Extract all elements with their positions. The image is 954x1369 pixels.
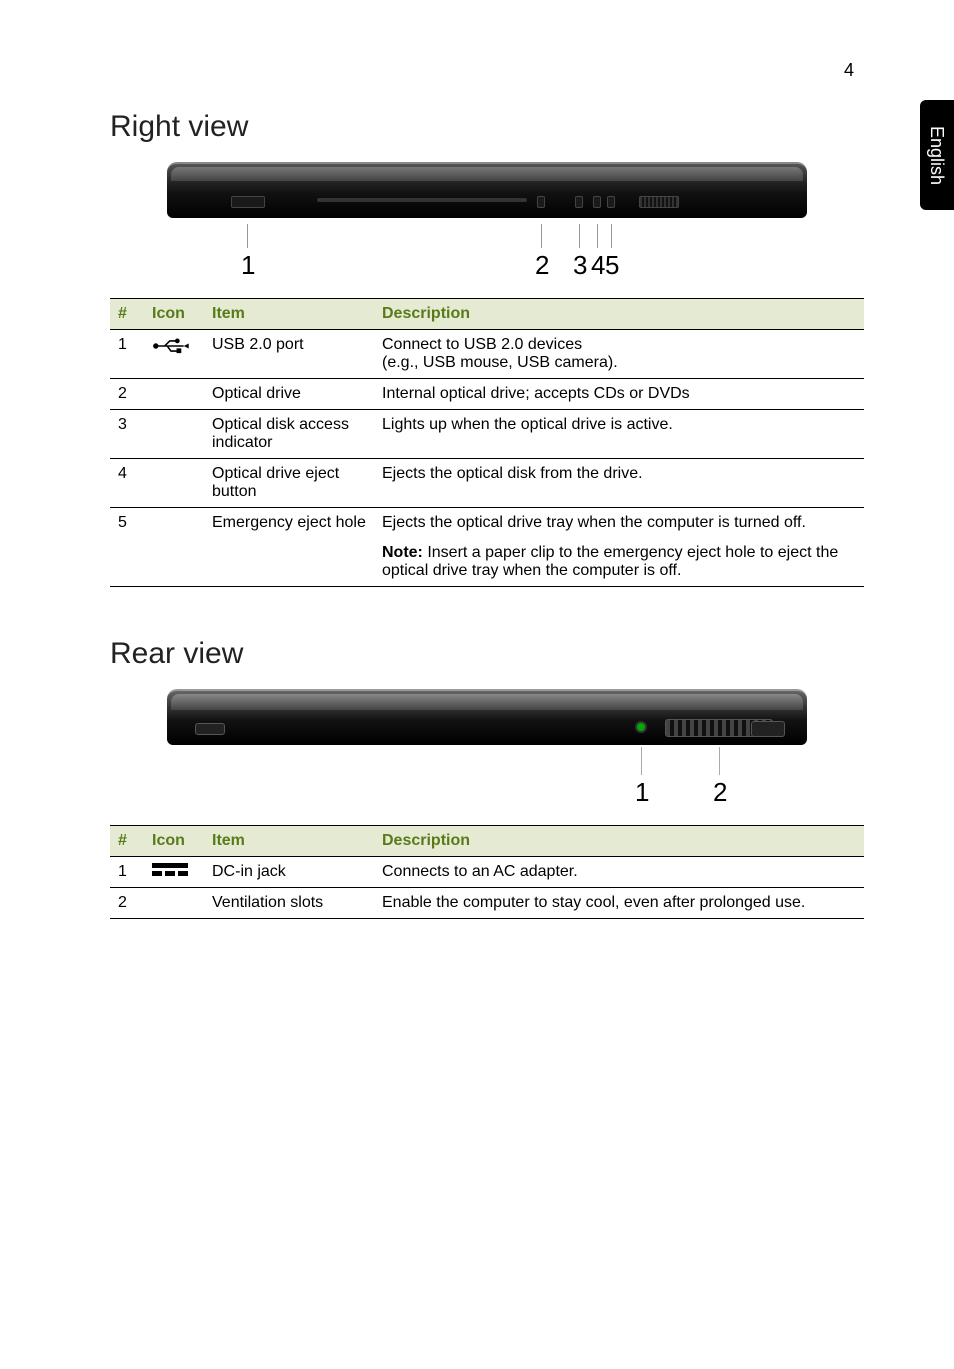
cell-icon [144, 857, 204, 888]
rear-callout-1: 1 [635, 777, 649, 808]
cell-desc: Connect to USB 2.0 devices (e.g., USB mo… [374, 330, 864, 379]
right-view-heading: Right view [110, 110, 864, 144]
cell-item: USB 2.0 port [204, 330, 374, 379]
cell-desc: Ejects the optical drive tray when the c… [374, 508, 864, 539]
side-vent-graphic [639, 196, 679, 208]
header-desc: Description [374, 299, 864, 330]
laptop-right-side [167, 162, 807, 218]
rear-callout-numbers: 1 2 [167, 777, 807, 807]
right-view-table: # Icon Item Description 1 [110, 298, 864, 587]
cell-num: 2 [110, 379, 144, 410]
header-desc: Description [374, 826, 864, 857]
cell-item: Optical disk access indicator [204, 410, 374, 459]
note-text: Insert a paper clip to the emergency eje… [382, 544, 838, 579]
cell-icon [144, 330, 204, 379]
callout-5-graphic [607, 196, 615, 208]
cell-item: DC-in jack [204, 857, 374, 888]
table-row: 4 Optical drive eject button Ejects the … [110, 459, 864, 508]
cell-num: 5 [110, 508, 144, 539]
right-callout-lines [167, 230, 807, 250]
table-row: 1 USB 2.0 port Connect to USB 2.0 device… [110, 330, 864, 379]
cell-icon [144, 888, 204, 919]
cell-num: 4 [110, 459, 144, 508]
callout-1: 1 [241, 250, 255, 281]
rear-view-figure [167, 689, 807, 745]
dc-in-icon [152, 863, 188, 876]
header-num: # [110, 299, 144, 330]
cell-icon [144, 459, 204, 508]
table-row: 2 Ventilation slots Enable the computer … [110, 888, 864, 919]
table-row: 2 Optical drive Internal optical drive; … [110, 379, 864, 410]
cell-icon [144, 508, 204, 539]
optical-slot-graphic [317, 198, 527, 202]
laptop-rear-side [167, 689, 807, 745]
cell-desc: Lights up when the optical drive is acti… [374, 410, 864, 459]
dc-port-graphic [635, 721, 647, 733]
right-callout-numbers: 1 2 3 4 5 [167, 250, 807, 280]
callout-5: 5 [605, 250, 619, 281]
cell-item: Optical drive eject button [204, 459, 374, 508]
header-item: Item [204, 826, 374, 857]
cell-icon [144, 379, 204, 410]
cell-desc: Ejects the optical disk from the drive. [374, 459, 864, 508]
cell-num: 2 [110, 888, 144, 919]
cell-item: Ventilation slots [204, 888, 374, 919]
rear-callout-lines [167, 757, 807, 777]
table-row: 5 Emergency eject hole Ejects the optica… [110, 508, 864, 539]
rear-view-heading: Rear view [110, 637, 864, 671]
header-item: Item [204, 299, 374, 330]
hinge-right-graphic [751, 721, 785, 737]
table-row: 3 Optical disk access indicator Lights u… [110, 410, 864, 459]
cell-desc: Enable the computer to stay cool, even a… [374, 888, 864, 919]
hinge-left-graphic [195, 723, 225, 735]
page: 4 English Right view 1 2 3 4 5 # Icon [0, 0, 954, 979]
callout-4-graphic [593, 196, 601, 208]
cell-note: Note: Insert a paper clip to the emergen… [374, 538, 864, 587]
cell-desc: Connects to an AC adapter. [374, 857, 864, 888]
usb-port-graphic [231, 196, 265, 208]
header-icon: Icon [144, 299, 204, 330]
note-label: Note: [382, 544, 423, 561]
cell-desc: Internal optical drive; accepts CDs or D… [374, 379, 864, 410]
cell-num: 1 [110, 330, 144, 379]
callout-4: 4 [591, 250, 605, 281]
language-tab: English [920, 100, 954, 210]
page-number: 4 [844, 60, 854, 81]
rear-view-table: # Icon Item Description 1 DC-in jack Con… [110, 825, 864, 919]
cell-num: 3 [110, 410, 144, 459]
cell-item: Emergency eject hole [204, 508, 374, 539]
usb-icon [152, 343, 190, 360]
cell-item: Optical drive [204, 379, 374, 410]
optical-indicator-graphic [537, 196, 545, 208]
table-row: 1 DC-in jack Connects to an AC adapter. [110, 857, 864, 888]
rear-callout-2: 2 [713, 777, 727, 808]
callout-3: 3 [573, 250, 587, 281]
language-tab-text: English [927, 125, 948, 184]
table-row-note: Note: Insert a paper clip to the emergen… [110, 538, 864, 587]
cell-icon [144, 410, 204, 459]
header-icon: Icon [144, 826, 204, 857]
cell-num: 1 [110, 857, 144, 888]
callout-3-graphic [575, 196, 583, 208]
table-header-row: # Icon Item Description [110, 826, 864, 857]
right-view-figure [167, 162, 807, 218]
table-header-row: # Icon Item Description [110, 299, 864, 330]
header-num: # [110, 826, 144, 857]
callout-2: 2 [535, 250, 549, 281]
